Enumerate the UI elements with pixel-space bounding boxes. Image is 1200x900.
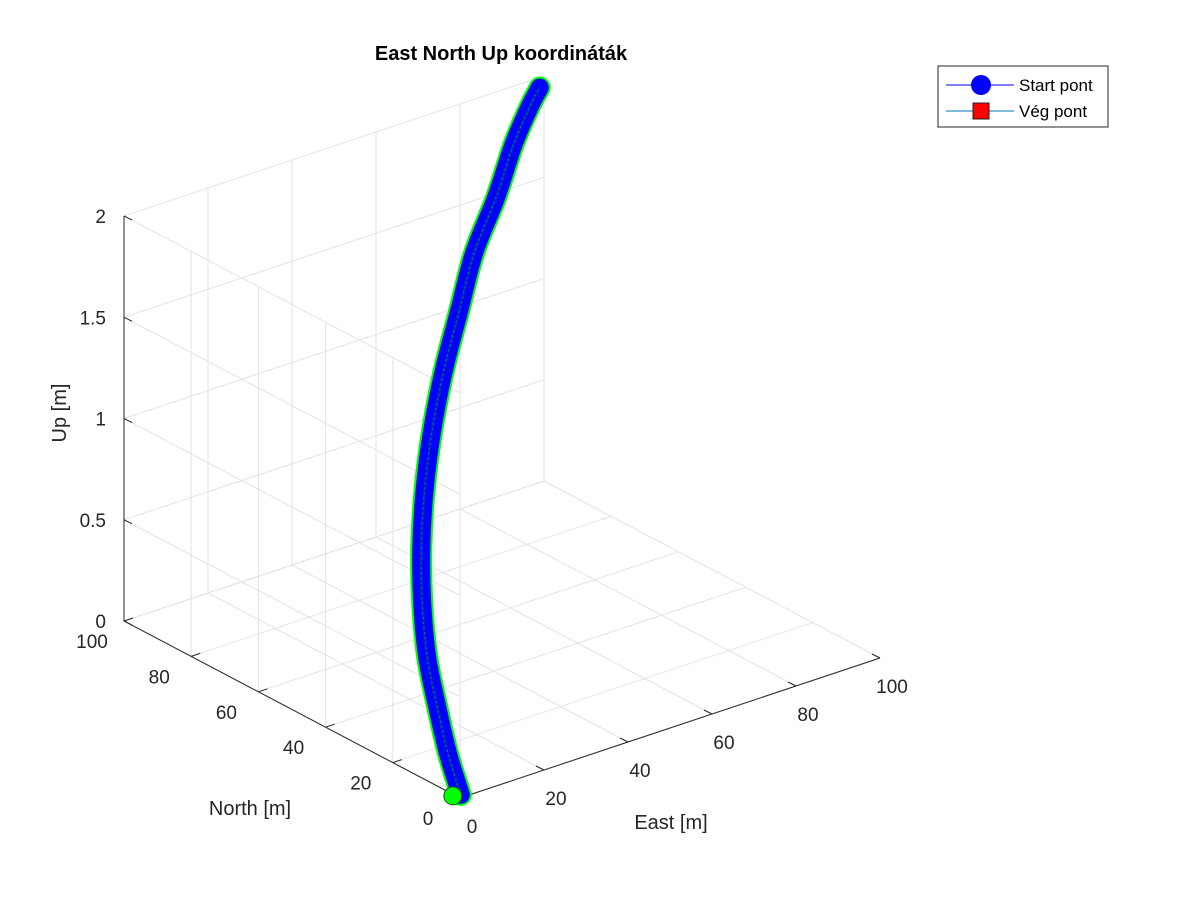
x-tick-label: 80 (797, 705, 818, 726)
x-tick-label: 100 (876, 677, 908, 698)
z-tick-label: 1.5 (80, 308, 106, 329)
trajectory-plot (410, 76, 551, 806)
z-tick-mark (123, 418, 133, 423)
wall-grid-line (123, 519, 461, 698)
y-tick-mark (325, 723, 335, 728)
floor-grid-line (191, 515, 612, 657)
wall-grid-line (123, 278, 545, 419)
x-tick-mark (787, 681, 797, 687)
z-tick-label: 0.5 (80, 511, 106, 532)
z-tick-mark (123, 215, 133, 221)
y-tick-label: 60 (216, 703, 237, 724)
x-tick-label: 20 (545, 789, 566, 810)
y-tick-label: 20 (350, 774, 371, 795)
legend-marker-start-icon (971, 75, 991, 95)
trajectory-line (412, 78, 549, 804)
y-tick-mark (258, 688, 268, 693)
start-point-marker (443, 786, 463, 806)
x-tick-mark (619, 737, 629, 743)
z-tick-mark (123, 316, 133, 322)
x-tick-label: 0 (467, 817, 478, 838)
floor-grid-line (325, 586, 746, 728)
x-tick-label: 60 (713, 733, 734, 754)
legend-label-end: Vég pont (1019, 102, 1087, 121)
y-tick-mark (191, 652, 201, 657)
legend-box (937, 65, 1109, 128)
wall-grid-line (123, 75, 545, 217)
z-tick-mark (123, 620, 133, 626)
legend-label-start: Start pont (1019, 76, 1093, 95)
y-tick-mark (392, 759, 402, 764)
wall-grid-line (123, 379, 545, 521)
floor-grid-line (258, 551, 679, 693)
y-tick-label: 40 (283, 738, 304, 759)
z-tick-label: 1 (95, 410, 106, 431)
z-axis-label: Up [m] (49, 384, 71, 443)
chart-title: East North Up koordináták (375, 43, 628, 65)
y-axis-line (123, 620, 461, 799)
x-tick-mark (703, 709, 713, 715)
legend-marker-end-icon (972, 102, 990, 120)
y-tick-label: 0 (423, 809, 434, 830)
z-tick-mark (123, 519, 133, 525)
floor-grid-line (392, 622, 813, 764)
x-tick-label: 40 (629, 761, 650, 782)
trajectory-core (419, 86, 542, 796)
z-tick-label: 2 (95, 207, 106, 228)
floor-grid-line (207, 592, 545, 771)
x-tick-mark (871, 653, 881, 659)
y-tick-mark (123, 617, 134, 622)
x-tick-mark (535, 765, 545, 771)
axes (123, 215, 881, 799)
floor-grid-line (459, 508, 797, 687)
floor-grid-line (543, 480, 881, 659)
y-tick-label: 80 (149, 667, 170, 688)
x-axis-label: East [m] (634, 812, 707, 834)
wall-grid-line (123, 176, 545, 318)
z-tick-label: 0 (95, 612, 106, 633)
wall-grid-line (123, 480, 545, 622)
y-tick-label: 100 (76, 632, 108, 653)
x-axis-line (459, 657, 881, 799)
legend[interactable]: Start pont Vég pont (937, 65, 1109, 128)
y-axis-label: North [m] (209, 798, 291, 820)
